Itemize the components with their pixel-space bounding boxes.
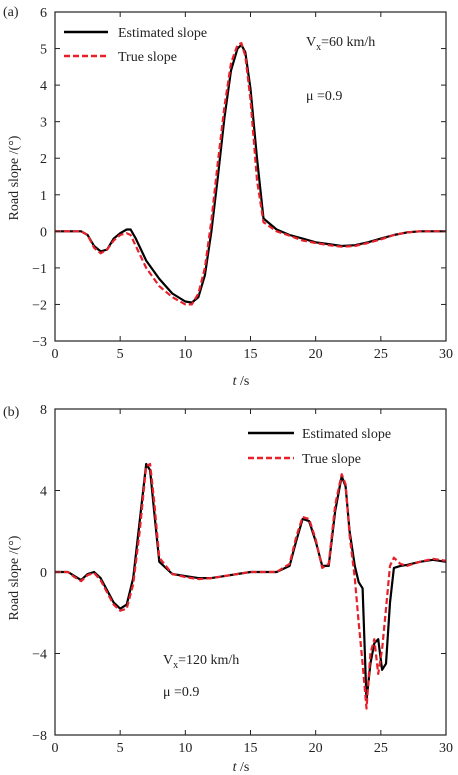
- x-tick-label: 10: [178, 741, 192, 756]
- x-tick-label: 5: [117, 741, 124, 756]
- legend-label-estimated: Estimated slope: [118, 26, 207, 41]
- x-tick-label: 15: [244, 741, 258, 756]
- y-tick-label: 4: [40, 79, 47, 94]
- y-tick-label: −1: [32, 262, 47, 277]
- legend: Estimated slope True slope: [64, 26, 207, 65]
- y-axis-label: Road slope /(°): [7, 535, 22, 620]
- y-tick-label: 0: [40, 566, 47, 581]
- y-tick-label: −4: [32, 648, 47, 663]
- series-line-estimated: [55, 43, 446, 304]
- x-axis-label: t /s: [233, 374, 250, 389]
- y-tick-label: 5: [40, 43, 47, 58]
- x-tick-label: 5: [117, 347, 124, 362]
- series-line-true: [55, 462, 447, 710]
- panel-label: (a): [3, 5, 19, 20]
- mu-annotation: μ =0.9: [306, 89, 342, 104]
- legend: Estimated slope True slope: [248, 427, 391, 467]
- panel-a: (a) Road slope /(°) t /s Estimated slope…: [3, 5, 453, 389]
- panel-label: (b): [3, 405, 20, 420]
- y-tick-label: 0: [40, 225, 47, 240]
- x-tick-label: 15: [244, 347, 258, 362]
- x-tick-label: 25: [374, 347, 388, 362]
- x-tick-label: 30: [439, 741, 453, 756]
- y-tick-label: 3: [40, 116, 47, 131]
- legend-label-estimated: Estimated slope: [302, 427, 391, 442]
- x-tick-label: 30: [439, 347, 453, 362]
- y-tick-label: 6: [40, 6, 47, 21]
- x-axis-label: t /s: [233, 760, 250, 775]
- y-tick-label: −8: [32, 729, 47, 744]
- x-tick-label: 0: [52, 741, 59, 756]
- series-line-true: [55, 42, 446, 306]
- y-axis-label: Road slope /(°): [7, 135, 22, 220]
- series-line-estimated: [55, 462, 447, 702]
- x-tick-label: 10: [178, 347, 192, 362]
- x-tick-label: 20: [309, 347, 323, 362]
- x-tick-label: 0: [52, 347, 59, 362]
- y-tick-label: 8: [40, 403, 47, 418]
- x-tick-label: 25: [374, 741, 388, 756]
- mu-annotation: μ =0.9: [163, 685, 199, 700]
- plot-frame: [54, 11, 447, 342]
- y-tick-label: −2: [32, 298, 47, 313]
- legend-label-true: True slope: [118, 50, 177, 65]
- speed-annotation: Vx=60 km/h: [306, 35, 375, 53]
- legend-label-true: True slope: [302, 452, 361, 467]
- y-tick-label: 2: [40, 152, 47, 167]
- speed-annotation: Vx=120 km/h: [163, 653, 239, 671]
- x-tick-label: 20: [309, 741, 323, 756]
- y-tick-label: −3: [32, 335, 47, 350]
- y-tick-label: 4: [40, 485, 47, 500]
- y-tick-label: 1: [40, 189, 47, 204]
- panel-b: (b) Road slope /(°) t /s Estimated slope…: [3, 403, 453, 775]
